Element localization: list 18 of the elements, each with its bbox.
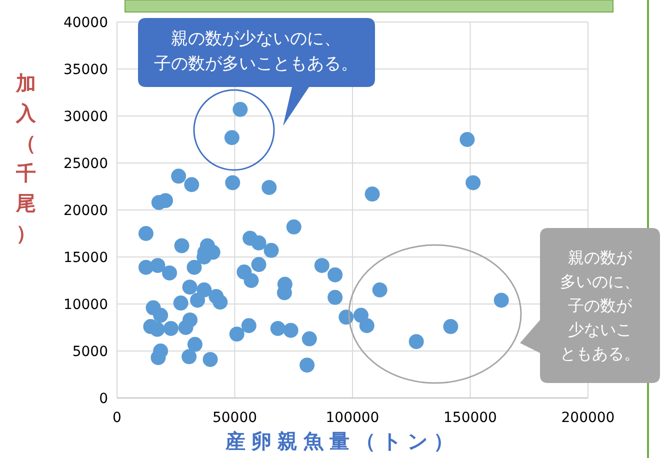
y-tick-label: 40000: [63, 14, 108, 31]
y-tick-label: 10000: [63, 296, 108, 313]
y-tick-label: 30000: [63, 108, 108, 125]
x-tick-label: 100000: [326, 410, 380, 426]
annotation: 親の数が多いのに、子の数が少ないこともある。: [560, 248, 640, 363]
x-tick-label: 50000: [212, 410, 258, 426]
annotation: 親の数が少ないのに、子の数が多いこともある。: [154, 29, 358, 74]
y-tick-label: 25000: [63, 156, 108, 172]
x-tick-label: 200000: [561, 410, 615, 426]
y-tick-label: 0: [99, 390, 108, 407]
x-tick-label: 0: [112, 410, 122, 426]
y-tick-label: 35000: [63, 62, 108, 78]
y-tick-label: 15000: [63, 250, 108, 266]
y-axis-title: 加入（千尾）: [15, 71, 37, 245]
y-tick-label: 5000: [72, 344, 108, 360]
x-axis-title: 産卵親魚量（トン）: [224, 429, 460, 453]
y-tick-label: 20000: [63, 202, 108, 219]
x-tick-label: 150000: [444, 410, 497, 426]
